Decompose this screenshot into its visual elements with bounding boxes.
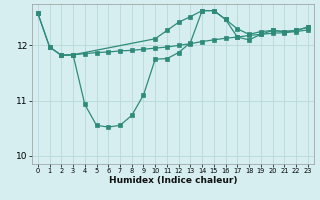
X-axis label: Humidex (Indice chaleur): Humidex (Indice chaleur)	[108, 176, 237, 185]
